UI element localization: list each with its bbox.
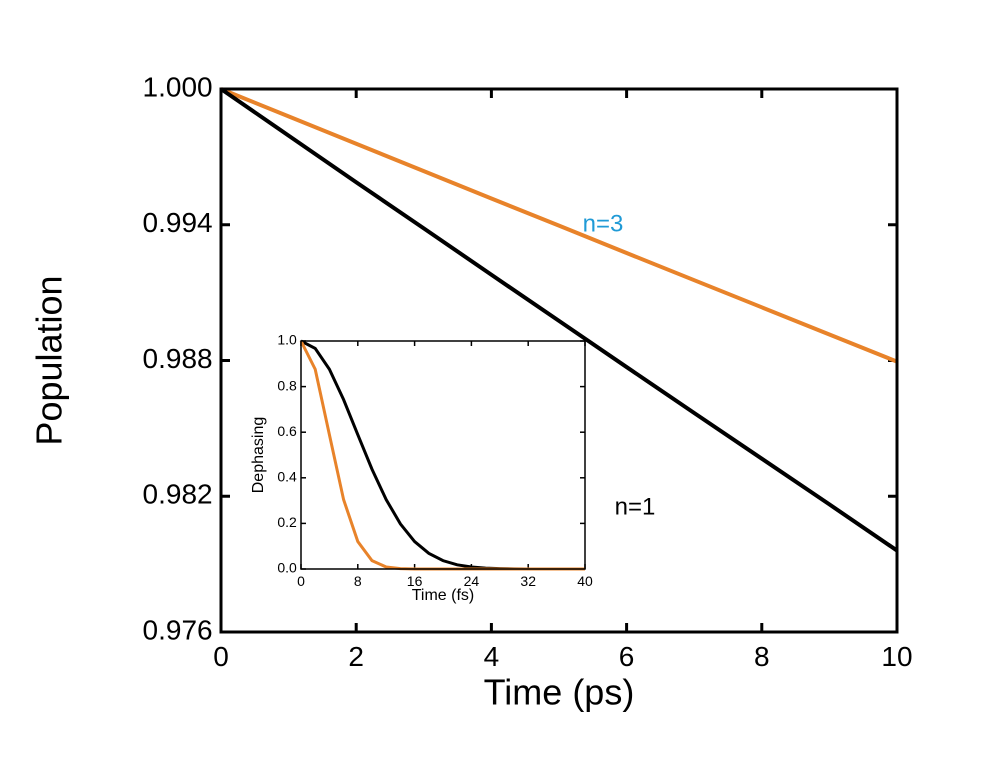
- x-tick-label: 2: [348, 641, 364, 672]
- y-tick-label: 0.988: [143, 343, 213, 374]
- y-tick-label: 0.982: [143, 479, 213, 510]
- x-tick-label: 16: [407, 573, 423, 589]
- series-line: [219, 87, 899, 553]
- y-tick-label: 1.000: [143, 71, 213, 102]
- plot-frame: [219, 87, 899, 634]
- x-tick-label: 8: [754, 641, 770, 672]
- x-tick-label: 10: [881, 641, 912, 672]
- y-tick-label: 0.4: [277, 469, 297, 485]
- series-label: n=1: [615, 493, 656, 520]
- y-tick-label: 0.2: [277, 514, 297, 530]
- x-axis-label: Time (fs): [412, 587, 475, 604]
- x-tick-label: 24: [464, 573, 480, 589]
- y-tick-label: 0.976: [143, 614, 213, 645]
- x-tick-label: 8: [354, 573, 362, 589]
- x-tick-label: 0: [297, 573, 305, 589]
- x-tick-label: 32: [520, 573, 536, 589]
- x-tick-label: 40: [577, 573, 593, 589]
- inset: 0 8 16 24 32 40 0.0 0.2 0.4 0.6 0.8 1.0 Time (fs) Dep…: [250, 332, 593, 604]
- series-line: [220, 87, 898, 364]
- y-axis-label: Population: [29, 275, 70, 445]
- y-tick-label: 1.0: [277, 332, 297, 348]
- y-tick-label: 0.994: [143, 207, 213, 238]
- y-tick-label: 0.6: [277, 423, 297, 439]
- x-axis-label: Time (ps): [484, 672, 635, 713]
- plot-area: [301, 341, 585, 569]
- x-tick-label: 6: [619, 641, 635, 672]
- x-tick-label: 4: [484, 641, 500, 672]
- y-tick-label: 0.8: [277, 377, 297, 393]
- y-tick-label: 0.0: [277, 560, 297, 576]
- series-label: n=3: [583, 210, 624, 237]
- plot-frame: [300, 340, 586, 570]
- y-axis-label: Dephasing: [250, 417, 267, 494]
- x-tick-label: 0: [213, 641, 229, 672]
